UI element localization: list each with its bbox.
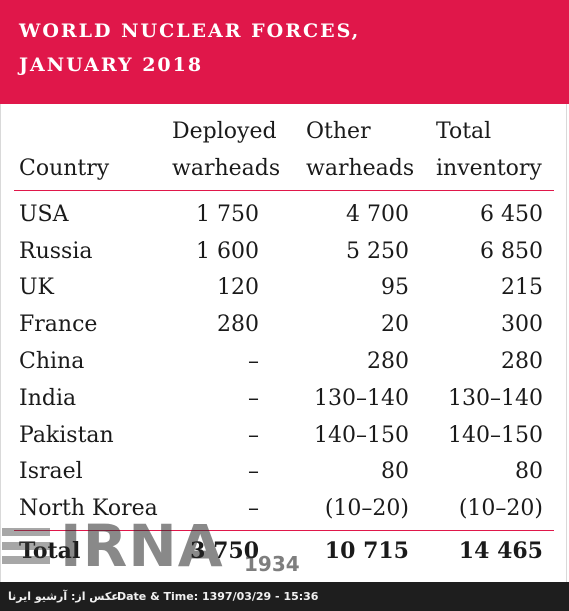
- total-row: Total 3 750 10 715 14 465: [19, 532, 543, 570]
- country-cell: Pakistan: [19, 422, 114, 448]
- total-rule: [14, 530, 554, 531]
- other-cell: 130–140: [314, 385, 409, 411]
- deployed-cell: –: [248, 385, 259, 411]
- header-other-line-1: Other: [306, 119, 371, 144]
- deployed-cell: 280: [217, 312, 259, 338]
- header-country: Country: [19, 156, 110, 181]
- other-cell: 280: [367, 349, 409, 375]
- table-row: India – 130–140 130–140: [19, 380, 543, 417]
- total-other: 10 715: [324, 538, 409, 564]
- total-cell: 300: [501, 312, 543, 338]
- country-cell: Israel: [19, 459, 83, 485]
- chart-title-line-2: JANUARY 2018: [19, 54, 204, 76]
- deployed-cell: –: [248, 422, 259, 448]
- total-cell: 280: [501, 349, 543, 375]
- other-cell: 5 250: [346, 238, 409, 264]
- deployed-cell: –: [248, 459, 259, 485]
- table-row: Russia 1 600 5 250 6 850: [19, 233, 543, 270]
- chart-title-line-1: WORLD NUCLEAR FORCES,: [19, 20, 361, 42]
- other-cell: (10–20): [324, 496, 409, 522]
- deployed-cell: 120: [217, 275, 259, 301]
- header-total-line-2: inventory: [436, 156, 542, 181]
- total-cell: 80: [515, 459, 543, 485]
- country-cell: China: [19, 349, 85, 375]
- header-other-line-2: warheads: [306, 156, 415, 181]
- country-cell: Russia: [19, 238, 93, 264]
- photo-credit: عکس از: آرشیو ایرنا: [8, 590, 119, 603]
- title-banner: WORLD NUCLEAR FORCES, JANUARY 2018: [0, 0, 569, 104]
- table-row: France 280 20 300: [19, 306, 543, 343]
- total-cell: 215: [501, 275, 543, 301]
- header-deployed-line-2: warheads: [172, 156, 281, 181]
- deployed-cell: –: [248, 496, 259, 522]
- other-cell: 20: [381, 312, 409, 338]
- irna-logo-icon: [2, 528, 50, 564]
- country-cell: North Korea: [19, 496, 158, 522]
- deployed-cell: 1 750: [196, 201, 259, 227]
- total-cell: (10–20): [458, 496, 543, 522]
- other-cell: 140–150: [314, 422, 409, 448]
- total-inventory: 14 465: [458, 538, 543, 564]
- total-deployed: 3 750: [190, 538, 259, 564]
- total-cell: 140–150: [448, 422, 543, 448]
- table-frame: [0, 104, 567, 582]
- other-cell: 95: [381, 275, 409, 301]
- table-row: China – 280 280: [19, 343, 543, 380]
- total-table: Total 3 750 10 715 14 465: [19, 532, 543, 570]
- table-row: UK 120 95 215: [19, 270, 543, 307]
- date-time: Date & Time: 1397/03/29 - 15:36: [117, 590, 319, 603]
- header-total-line-1: Total: [436, 119, 492, 144]
- data-table: USA 1 750 4 700 6 450 Russia 1 600 5 250…: [19, 196, 543, 527]
- header-deployed-line-1: Deployed: [172, 119, 277, 144]
- other-cell: 4 700: [346, 201, 409, 227]
- total-cell: 130–140: [448, 385, 543, 411]
- total-cell: 6 450: [480, 201, 543, 227]
- table-row: Pakistan – 140–150 140–150: [19, 417, 543, 454]
- deployed-cell: 1 600: [196, 238, 259, 264]
- watermark-text: IRNA: [60, 512, 224, 580]
- header-rule: [14, 190, 554, 191]
- table-row: USA 1 750 4 700 6 450: [19, 196, 543, 233]
- country-cell: India: [19, 385, 77, 411]
- table-row: North Korea – (10–20) (10–20): [19, 490, 543, 527]
- other-cell: 80: [381, 459, 409, 485]
- total-cell: 6 850: [480, 238, 543, 264]
- total-label: Total: [19, 538, 81, 564]
- deployed-cell: –: [248, 349, 259, 375]
- footer-bar: عکس از: آرشیو ایرنا Date & Time: 1397/03…: [0, 582, 569, 611]
- watermark-year: 1934: [244, 552, 300, 576]
- country-cell: France: [19, 312, 98, 338]
- country-cell: UK: [19, 275, 54, 301]
- table-row: Israel – 80 80: [19, 454, 543, 491]
- country-cell: USA: [19, 201, 69, 227]
